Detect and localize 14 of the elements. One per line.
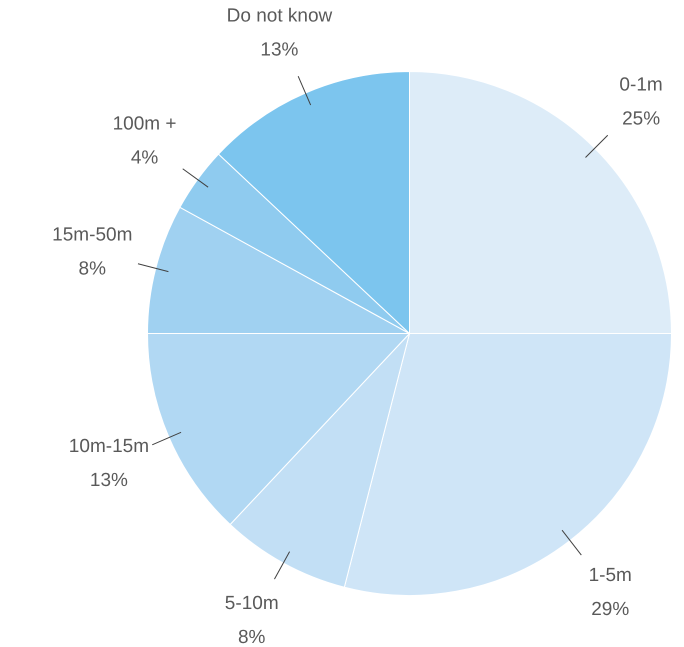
slice-label: Do not know	[226, 5, 333, 26]
data-label: 8%	[238, 626, 266, 647]
slice-label: 1-5m	[588, 564, 632, 586]
slice-label: 5-10m	[224, 592, 279, 614]
slice-label: 10m-15m	[68, 436, 150, 458]
data-label: 8%	[78, 258, 106, 280]
data-label: 29%	[591, 598, 630, 620]
slice-label: 100m +	[112, 114, 176, 134]
data-label: 4%	[130, 148, 158, 168]
data-label: 25%	[622, 108, 660, 130]
slice-label: 0-1m	[619, 74, 663, 96]
slice-label: 15m-50m	[52, 224, 132, 246]
data-label: 13%	[90, 470, 128, 492]
data-label: 13%	[260, 39, 299, 60]
